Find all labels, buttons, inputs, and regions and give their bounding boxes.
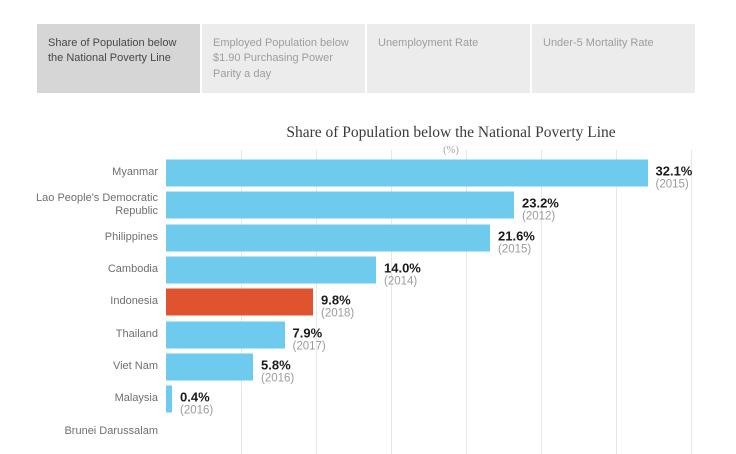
value-label: 32.1% xyxy=(655,163,693,179)
year-label: (2016) xyxy=(261,372,295,385)
chart-title-block: Share of Population below the National P… xyxy=(166,124,736,156)
category-label: Myanmar xyxy=(112,166,158,179)
bar-track xyxy=(166,418,736,445)
gridline xyxy=(615,150,617,454)
year-label: (2014) xyxy=(384,275,418,288)
bar-track: 32.1% (2015) xyxy=(166,159,736,191)
chart-row: Philippines 21.6% (2015) xyxy=(0,222,736,255)
year-label: (2017) xyxy=(292,340,326,353)
category-label: Thailand xyxy=(115,327,158,340)
chart-title: Share of Population below the National P… xyxy=(286,124,616,141)
chart-row: Indonesia 9.8% (2018) xyxy=(0,286,736,320)
value-label: 5.8% xyxy=(261,357,291,373)
bar-track: 5.8% (2016) xyxy=(166,353,736,384)
chart-row: Brunei Darussalam xyxy=(0,415,736,447)
category-label: Indonesia xyxy=(110,295,158,308)
bar-malaysia[interactable] xyxy=(166,385,172,413)
gridline xyxy=(541,150,542,454)
tab-bar: Share of Population below the National P… xyxy=(37,24,695,93)
chart-subtitle: (%) xyxy=(443,145,459,156)
category-label: Viet Nam xyxy=(112,360,158,373)
tab-under5-mortality-rate[interactable]: Under-5 Mortality Rate xyxy=(532,24,695,93)
chart-rows: Myanmar 32.1% (2015) Lao People's Democrati… xyxy=(0,157,736,448)
year-label: (2012) xyxy=(522,210,556,223)
gridline xyxy=(691,150,692,454)
chart-row: Thailand 7.9% (2017) xyxy=(0,318,736,352)
value-block: 0.4% (2016) xyxy=(180,390,213,418)
bar-thailand[interactable] xyxy=(166,321,285,349)
year-label: (2016) xyxy=(180,404,214,417)
value-label: 23.2% xyxy=(522,195,559,211)
value-label: 7.9% xyxy=(292,325,323,341)
bar-myanmar[interactable] xyxy=(166,159,648,187)
value-block: 21.6% (2015) xyxy=(498,228,535,256)
value-label: 14.0% xyxy=(384,260,421,276)
value-block: 23.2% (2012) xyxy=(522,196,559,224)
category-label: Lao People's Democratic Republic xyxy=(36,191,158,218)
bar-philippines[interactable] xyxy=(166,224,490,252)
tab-unemployment-rate[interactable]: Unemployment Rate xyxy=(367,24,530,93)
gridline xyxy=(390,150,392,454)
year-label: (2015) xyxy=(498,243,532,256)
value-label: 0.4% xyxy=(180,389,210,405)
value-label: 21.6% xyxy=(498,228,535,244)
value-block: 14.0% (2014) xyxy=(384,261,421,289)
value-block: 32.1% (2015) xyxy=(656,164,693,192)
value-label: 9.8% xyxy=(321,292,351,308)
chart-row: Myanmar 32.1% (2015) xyxy=(0,157,736,191)
category-label: Malaysia xyxy=(114,392,158,405)
value-block: 5.8% (2016) xyxy=(261,357,294,385)
bar-track: 21.6% (2015) xyxy=(166,224,736,255)
bar-indonesia[interactable] xyxy=(166,288,313,316)
chart-row: Viet Nam 5.8% (2016) xyxy=(0,351,736,384)
bar-track: 9.8% (2018) xyxy=(166,288,736,320)
year-label: (2015) xyxy=(655,178,689,191)
chart-row: Malaysia 0.4% (2016) xyxy=(0,383,736,417)
category-label: Cambodia xyxy=(107,263,158,276)
bar-viet-nam[interactable] xyxy=(166,353,253,381)
bar-track: 7.9% (2017) xyxy=(166,321,736,352)
chart-row: Lao People's Democratic Republic 23.2% (20… xyxy=(0,189,736,223)
category-label: Brunei Darussalam xyxy=(64,424,158,437)
year-label: (2018) xyxy=(321,307,355,320)
bar-track: 0.4% (2016) xyxy=(166,385,736,417)
bar-track: 14.0% (2014) xyxy=(166,256,736,288)
gridline xyxy=(316,150,317,454)
gridline xyxy=(466,150,467,454)
value-block: 7.9% (2017) xyxy=(293,325,326,353)
tab-employed-population-ppp[interactable]: Employed Population below $1.90 Purchasi… xyxy=(202,24,365,93)
category-label: Philippines xyxy=(104,230,158,243)
chart-row: Cambodia 14.0% (2014) xyxy=(0,254,736,288)
tab-national-poverty-line[interactable]: Share of Population below the National P… xyxy=(37,24,200,93)
bar-cambodia[interactable] xyxy=(166,256,376,284)
value-block: 9.8% (2018) xyxy=(321,293,354,321)
bar-track: 23.2% (2012) xyxy=(166,191,736,223)
bar-lao-people-s-democratic-republic[interactable] xyxy=(166,191,514,219)
